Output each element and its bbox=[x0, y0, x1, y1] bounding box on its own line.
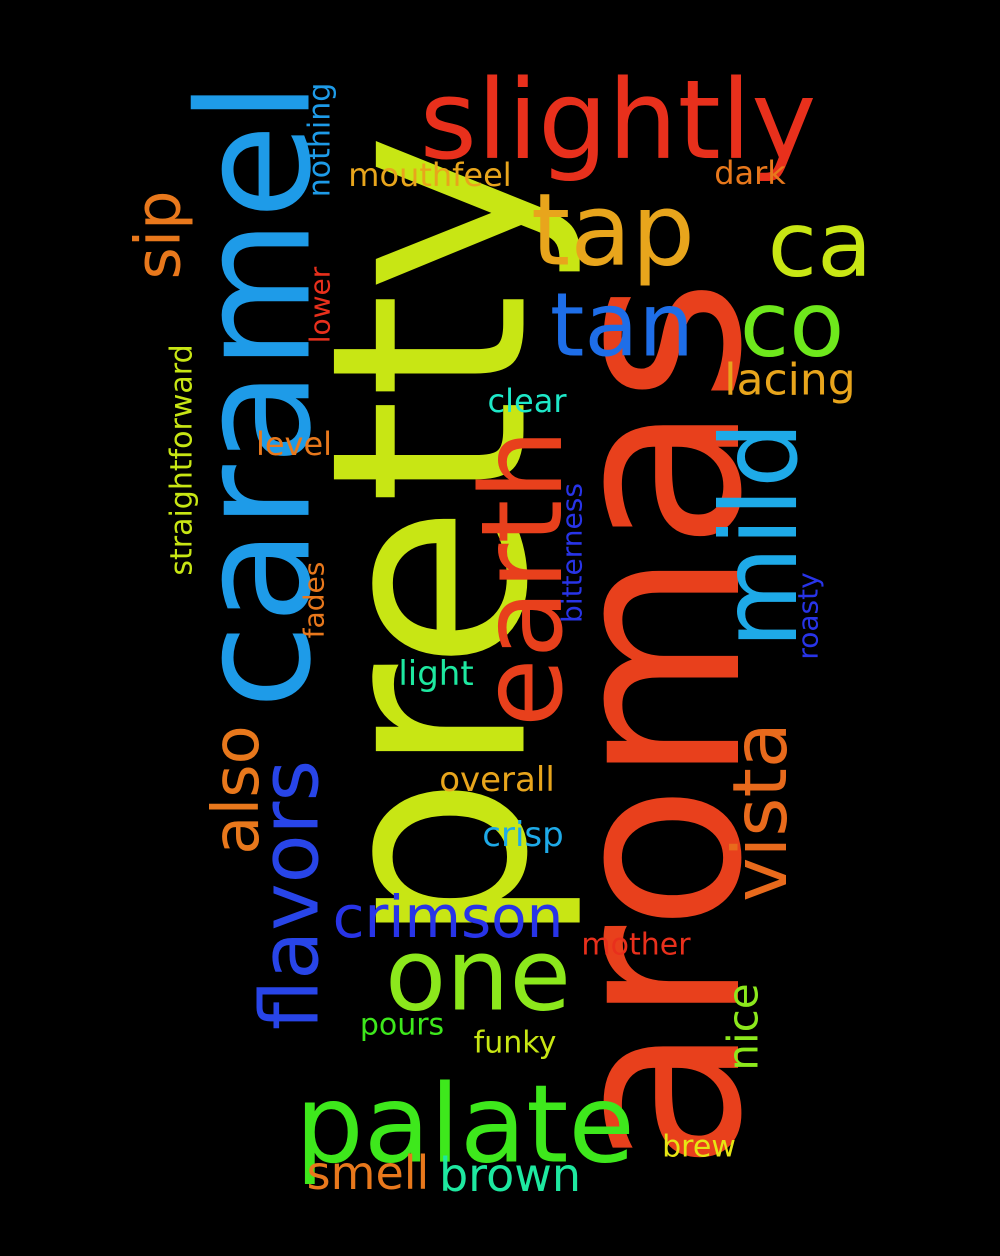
word-fades: fades bbox=[298, 562, 331, 639]
word-mother: mother bbox=[581, 928, 691, 963]
word-flavors: flavors bbox=[244, 760, 337, 1030]
word-brown: brown bbox=[439, 1148, 581, 1202]
word-straightforward: straightforward bbox=[165, 344, 200, 575]
word-also: also bbox=[200, 725, 274, 855]
word-bitterness: bitterness bbox=[556, 483, 589, 623]
word-pours: pours bbox=[360, 1008, 444, 1043]
word-lacing: lacing bbox=[724, 355, 855, 406]
word-vista: vista bbox=[716, 722, 804, 902]
word-slightly: slightly bbox=[420, 56, 817, 184]
word-dark: dark bbox=[714, 154, 786, 192]
word-crisp: crisp bbox=[482, 815, 563, 855]
word-tap: tap bbox=[531, 172, 695, 289]
word-earth: earth bbox=[458, 429, 588, 727]
word-sip: sip bbox=[122, 191, 195, 280]
word-crimson: crimson bbox=[333, 883, 564, 951]
word-funky: funky bbox=[474, 1026, 557, 1061]
word-level: level bbox=[256, 425, 332, 463]
word-nice: nice bbox=[719, 983, 768, 1070]
word-pretty: pretty bbox=[273, 133, 588, 947]
word-clear: clear bbox=[488, 382, 568, 420]
word-smell: smell bbox=[307, 1146, 430, 1200]
word-tan: tan bbox=[550, 274, 694, 377]
word-brew: brew bbox=[662, 1130, 736, 1165]
word-caramel: caramel bbox=[165, 81, 346, 709]
word-co: co bbox=[740, 273, 845, 378]
word-nothing: nothing bbox=[303, 83, 338, 198]
word-overall: overall bbox=[439, 760, 555, 800]
word-aromas: aromas bbox=[515, 278, 795, 1171]
word-one: one bbox=[385, 917, 571, 1034]
word-mouthfeel: mouthfeel bbox=[348, 156, 511, 194]
word-roasty: roasty bbox=[792, 572, 825, 659]
word-lower: lower bbox=[304, 266, 337, 343]
word-mild: mild bbox=[699, 421, 821, 648]
word-palate: palate bbox=[295, 1063, 635, 1188]
word-ca: ca bbox=[768, 193, 873, 298]
word-light: light bbox=[398, 654, 473, 694]
